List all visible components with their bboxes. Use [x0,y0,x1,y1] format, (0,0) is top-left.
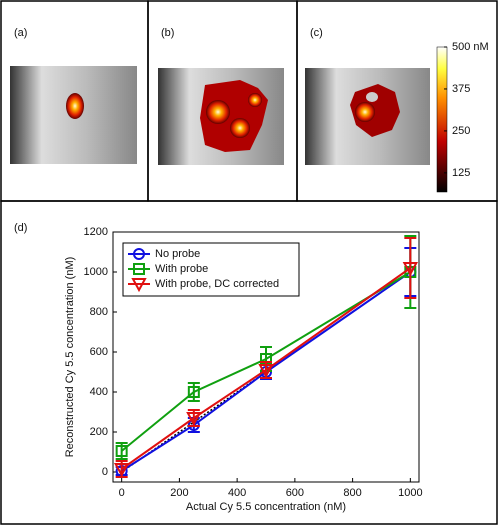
colorbar-tick-label: 375 [452,83,470,95]
x-tick-label: 200 [170,487,188,499]
y-axis-label: Reconstructed Cy 5.5 concentration (nM) [64,257,76,458]
marker [402,262,419,277]
panel-label: (d) [14,222,27,234]
x-tick-label: 800 [343,487,361,499]
marker [258,364,274,379]
y-tick-label: 600 [90,346,108,358]
panel-label: (a) [14,27,27,39]
series [113,237,419,478]
line [121,267,411,470]
images [10,46,448,193]
legend-marker [131,278,147,293]
marker [186,412,202,427]
line [121,271,411,452]
colorbar-tick-label: 500 nM [452,41,489,53]
y-tick-label: 1000 [84,266,108,278]
legend-marker [133,263,145,275]
x-axis-label: Actual Cy 5.5 concentration (nM) [186,501,346,513]
legend-label: With probe [155,263,208,275]
y-tick-label: 0 [102,466,108,478]
x-tick-label: 0 [119,487,125,499]
legend-marker [133,248,145,260]
x-tick-label: 1000 [398,487,422,499]
x-tick-label: 600 [286,487,304,499]
y-tick-label: 1200 [84,226,108,238]
marker [187,386,200,398]
marker [113,463,130,478]
legend-box [122,242,300,297]
y-tick-label: 800 [90,306,108,318]
line [121,271,411,472]
x-tick-label: 400 [228,487,246,499]
panel-label: (b) [161,27,174,39]
legend-label: No probe [155,248,200,260]
error-bar [404,237,417,299]
legend-label: With probe, DC corrected [155,278,279,290]
legend: No probe With probe With probe, DC correct… [122,242,300,297]
colorbar-tick-label: 125 [452,167,470,179]
y-tick-label: 400 [90,386,108,398]
colorbar-tick-label: 250 [452,125,470,137]
panel-label: (c) [310,27,323,39]
y-tick-label: 200 [90,426,108,438]
marker [115,445,128,457]
